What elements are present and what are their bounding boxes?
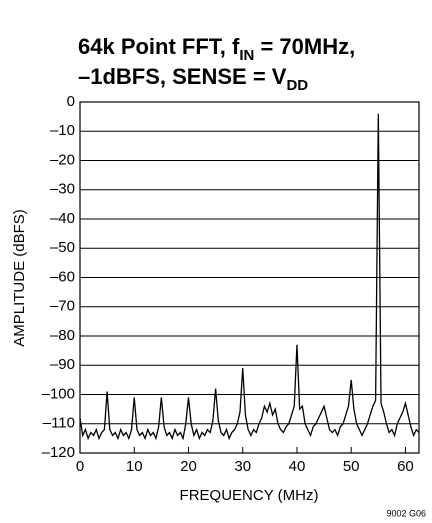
chart-title: –1dBFS, SENSE = VDD: [78, 64, 308, 95]
y-tick-label: –120: [42, 444, 75, 461]
x-tick-label: 0: [76, 458, 84, 475]
x-tick-label: 20: [180, 458, 197, 475]
x-tick-label: 60: [397, 458, 414, 475]
title-part: IN: [239, 47, 254, 64]
x-tick-label: 30: [234, 458, 251, 475]
y-tick-label: –60: [50, 268, 75, 285]
chart-title: 64k Point FFT, fIN = 70MHz,: [78, 34, 355, 65]
x-tick-label: 50: [343, 458, 360, 475]
y-tick-label: –20: [50, 151, 75, 168]
x-tick-label: 10: [126, 458, 143, 475]
title-part: 64k Point FFT, f: [78, 34, 240, 59]
y-tick-label: –70: [50, 298, 75, 315]
y-tick-label: 0: [67, 93, 75, 110]
y-tick-label: –10: [50, 122, 75, 139]
y-tick-label: –90: [50, 356, 75, 373]
figure-code: 9002 G06: [386, 508, 426, 518]
x-tick-label: 40: [289, 458, 306, 475]
x-axis-label: FREQUENCY (MHz): [180, 487, 319, 504]
y-axis-label: AMPLITUDE (dBFS): [11, 209, 28, 347]
y-tick-label: –80: [50, 327, 75, 344]
y-tick-label: –30: [50, 181, 75, 198]
y-tick-label: –100: [42, 385, 75, 402]
spectrum-line: [79, 113, 420, 441]
title-part: = 70MHz,: [254, 34, 355, 59]
title-part: –1dBFS, SENSE = V: [78, 64, 287, 89]
plot-frame: [79, 101, 420, 454]
title-part: DD: [286, 77, 308, 94]
y-tick-label: –50: [50, 239, 75, 256]
y-tick-label: –110: [43, 415, 75, 432]
y-tick-label: –40: [50, 210, 75, 227]
